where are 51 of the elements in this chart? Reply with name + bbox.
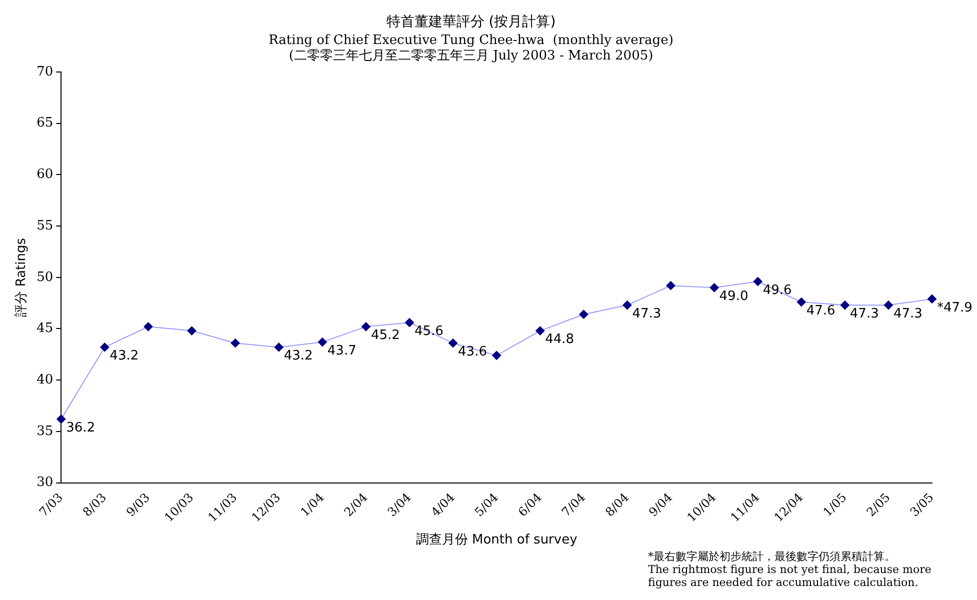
- data-label: 47.3: [632, 306, 662, 322]
- data-label: 43.7: [327, 343, 356, 358]
- point: [666, 281, 676, 290]
- point: [144, 322, 153, 332]
- point: [710, 283, 719, 292]
- point: [448, 338, 458, 348]
- y-tick-label: 50: [36, 270, 54, 285]
- x-axis-title: 調查月份 Month of survey: [416, 532, 578, 548]
- point: [492, 350, 502, 360]
- y-tick-label: 70: [36, 64, 54, 80]
- data-label: 49.0: [719, 289, 748, 304]
- chart-subtitle: Rating of Chief Executive Tung Chee-hwa (monthly average) (二零零三年七月至二零零五年三月 July 2003 - March 2005): [268, 32, 674, 64]
- y-tick-label: 45: [36, 321, 54, 336]
- point: [536, 326, 545, 336]
- point: [404, 318, 414, 328]
- data-label: 47.3: [850, 306, 879, 322]
- data-label: 44.8: [545, 332, 574, 348]
- point: [187, 326, 196, 336]
- data-label: 47.6: [806, 303, 836, 318]
- point: [840, 300, 850, 310]
- y-tick-label: 35: [36, 424, 54, 439]
- text: The rightmost figure is not yet final, because more figures are needed for accumulative calculation.: [648, 563, 932, 589]
- point: [56, 414, 66, 424]
- point: [100, 342, 110, 352]
- data-label: 43.6: [458, 344, 487, 360]
- y-tick-label: 60: [36, 167, 54, 182]
- point: [884, 300, 893, 310]
- point: [928, 294, 936, 304]
- y-tick-label: 55: [36, 218, 54, 234]
- point: [622, 300, 632, 310]
- y-tick-label: 30: [36, 475, 54, 490]
- point: [274, 342, 284, 352]
- point: [579, 310, 588, 319]
- data-label: 36.2: [66, 420, 96, 436]
- data-label: 49.6: [762, 282, 792, 298]
- data-label: 45.2: [370, 328, 400, 344]
- point: [796, 298, 806, 307]
- data-label: 43.2: [284, 348, 313, 364]
- y-tick-label: 65: [36, 116, 54, 131]
- point: [230, 338, 240, 348]
- point: [361, 322, 370, 332]
- chart-title: 特首董建華評分 (按月計算): [386, 14, 556, 30]
- data-label: 43.2: [110, 348, 139, 364]
- data-label: 47.3: [893, 306, 922, 322]
- data-label: *47.9: [937, 300, 972, 316]
- point: [318, 338, 327, 347]
- data-label: 45.6: [414, 324, 444, 339]
- point: [753, 276, 762, 286]
- y-axis-title: 評分 Ratings: [14, 238, 30, 317]
- y-tick-label: 40: [36, 372, 54, 388]
- text: *最右數字屬於初步統計，最後數字仍須累積計算。: [648, 550, 896, 563]
